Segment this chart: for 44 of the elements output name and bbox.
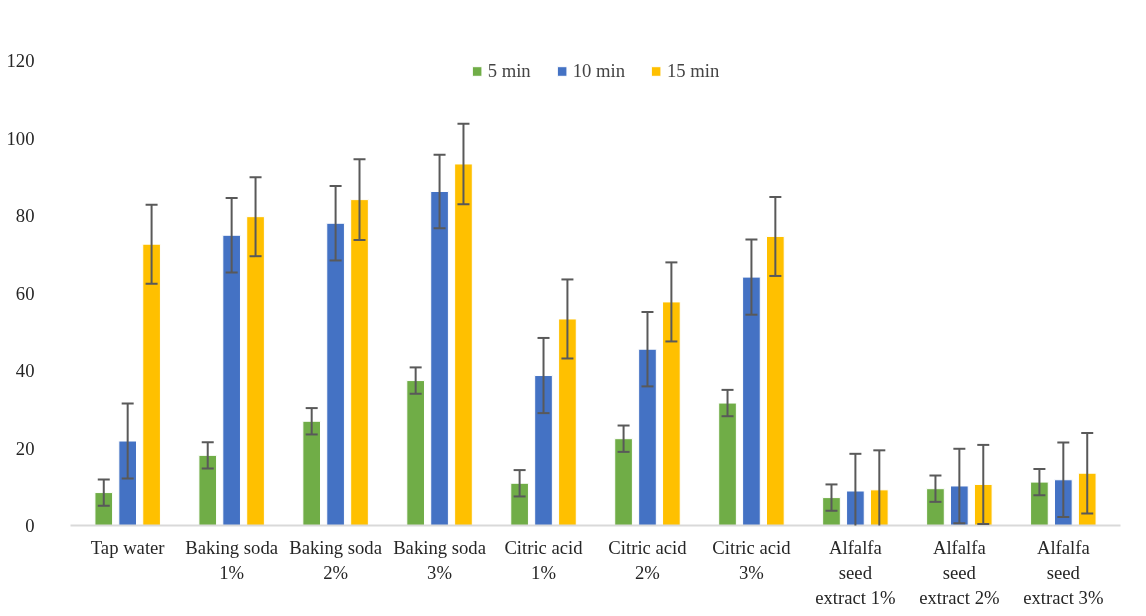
bar	[1030, 481, 1049, 526]
y-tick-label: 40	[15, 360, 35, 381]
x-tick-label: Baking soda 3%	[393, 536, 487, 583]
bar	[558, 318, 577, 526]
bar	[454, 163, 473, 526]
legend-label: 15 min	[667, 60, 720, 82]
x-tick-label: Alfalfa seed extract 2%	[919, 536, 1000, 608]
bar	[662, 301, 681, 526]
y-tick-label: 100	[6, 127, 35, 149]
x-tick-label: Citric acid 3%	[712, 536, 792, 583]
x-tick-label: Alfalfa seed extract 1%	[815, 536, 896, 608]
bar	[406, 380, 425, 526]
legend-label: 10 min	[572, 60, 626, 82]
bar	[638, 348, 657, 526]
bar	[222, 234, 241, 526]
x-tick-label: Baking soda 1%	[185, 536, 279, 583]
y-tick-label: 0	[25, 515, 35, 536]
bar	[326, 222, 345, 526]
bar	[118, 440, 138, 526]
x-tick-label: Alfalfa seed extract 3%	[1023, 536, 1104, 608]
y-tick-label: 120	[6, 50, 35, 71]
x-tick-label: Baking soda 2%	[289, 536, 383, 583]
bar	[510, 482, 529, 526]
bar	[534, 375, 553, 526]
bar	[718, 402, 737, 526]
bar	[94, 492, 114, 526]
x-tick-label: Citric acid 2%	[608, 536, 688, 583]
bar	[430, 190, 449, 526]
bar	[142, 243, 161, 526]
x-tick-label: Citric acid 1%	[504, 536, 584, 583]
bar	[614, 438, 633, 526]
bar	[926, 488, 945, 526]
legend-label: 5 min	[487, 60, 531, 82]
bar	[198, 454, 218, 526]
bar	[1077, 472, 1097, 526]
y-tick-label: 80	[15, 205, 35, 226]
bar	[302, 420, 322, 526]
bar	[766, 235, 785, 526]
y-tick-label: 20	[15, 437, 35, 459]
bar	[350, 199, 369, 526]
bar	[246, 216, 265, 526]
x-tick-label: Tap water	[90, 536, 166, 558]
bar	[742, 276, 761, 526]
y-tick-label: 60	[15, 282, 35, 304]
